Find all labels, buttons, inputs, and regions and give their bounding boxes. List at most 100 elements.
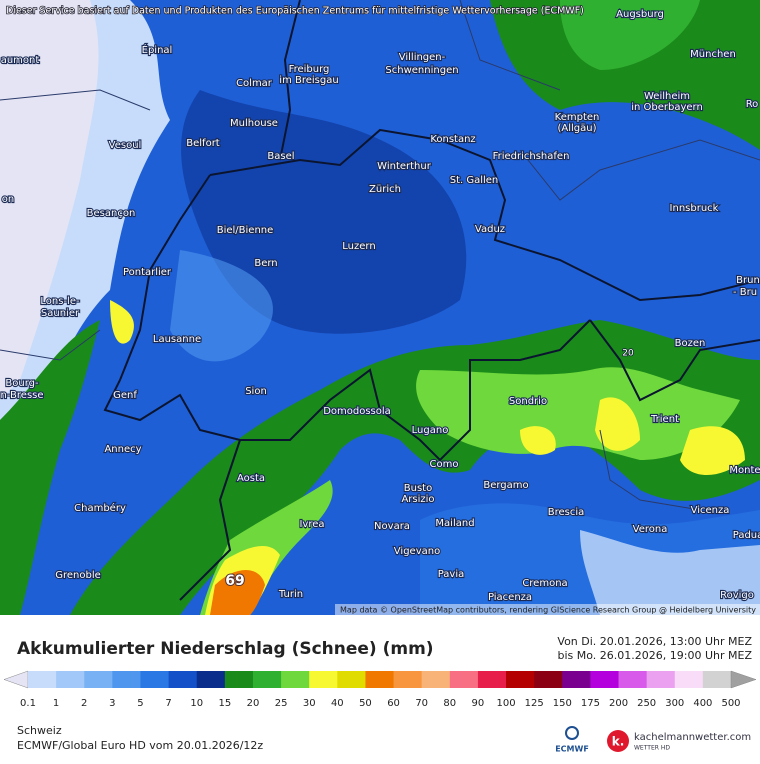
city-label: St. Gallen <box>450 175 499 186</box>
scale-label: 150 <box>553 698 572 709</box>
city-label: Colmar <box>236 78 273 89</box>
city-label: Lausanne <box>153 334 201 345</box>
scale-label: 15 <box>218 698 231 709</box>
attribution: Map data © OpenStreetMap contributors, r… <box>340 606 756 615</box>
city-label: Luzern <box>342 241 375 252</box>
city-label: Arsizio <box>401 494 434 505</box>
scale-label: 80 <box>443 698 456 709</box>
city-label: Vigevano <box>394 546 440 557</box>
region: Schweiz <box>17 724 62 737</box>
city-label: Brescia <box>548 507 585 518</box>
city-label: - Bru <box>733 287 757 298</box>
scale-swatch <box>506 671 535 688</box>
city-label: Chambéry <box>74 502 126 514</box>
city-label: Freiburg <box>289 64 330 75</box>
scale-label: 10 <box>190 698 203 709</box>
city-label: in Oberbayern <box>631 102 703 113</box>
city-label: Vicenza <box>691 505 730 516</box>
site-icon <box>607 730 629 752</box>
site-logo: kachelmannwetter.com <box>634 732 751 743</box>
scale-label: 50 <box>359 698 372 709</box>
city-label: Vesoul <box>109 140 142 151</box>
scale-label: 100 <box>496 698 515 709</box>
scale-swatch <box>449 671 479 688</box>
legend-title: Akkumulierter Niederschlag (Schnee) (mm) <box>17 639 434 659</box>
scale-label: 300 <box>665 698 684 709</box>
scale-swatch <box>534 671 563 688</box>
city-label: Villingen- <box>399 52 446 63</box>
scale-label: 500 <box>721 698 740 709</box>
city-label: Piacenza <box>488 592 532 603</box>
city-label: im Breisgau <box>279 75 338 86</box>
scale-label: 400 <box>693 698 712 709</box>
scale-swatch <box>112 671 141 688</box>
city-label: (Allgäu) <box>557 123 596 134</box>
scale-swatch <box>168 671 198 688</box>
city-label: Ivrea <box>299 519 324 530</box>
scale-label: 60 <box>387 698 400 709</box>
city-label: Mailand <box>435 518 474 529</box>
scale-label: 175 <box>581 698 600 709</box>
city-label: Sion <box>245 386 267 397</box>
city-label: Épinal <box>142 43 173 56</box>
city-label: Brun <box>736 275 760 286</box>
city-label: Cremona <box>522 578 567 589</box>
city-label: Verona <box>633 524 668 535</box>
city-label: on <box>2 194 14 205</box>
city-label: Konstanz <box>430 134 475 145</box>
city-label: Schwenningen <box>385 65 458 76</box>
city-label: Trient <box>650 414 679 425</box>
scale-swatch <box>224 671 254 688</box>
scale-label: 20 <box>247 698 260 709</box>
city-label: Como <box>430 459 459 470</box>
city-label: Besançon <box>87 208 136 219</box>
city-label: Novara <box>374 521 410 532</box>
scale-label: 5 <box>137 698 143 709</box>
city-label: Lugano <box>412 425 449 436</box>
scale-label: 70 <box>415 698 428 709</box>
city-label: Rovigo <box>720 590 754 601</box>
ecmwf-logo: ECMWF <box>555 745 589 754</box>
city-label: Genf <box>113 390 137 401</box>
scale-label: 25 <box>275 698 288 709</box>
city-label: Kempten <box>555 112 600 123</box>
scale-label: 7 <box>165 698 171 709</box>
ecmwf-icon <box>565 726 579 740</box>
city-label: Winterthur <box>377 161 432 172</box>
scale-label: 3 <box>109 698 115 709</box>
city-label: aumont <box>1 55 40 66</box>
city-label: Zürich <box>369 184 401 195</box>
scale-swatch <box>337 671 366 688</box>
city-label: Innsbruck <box>670 203 719 214</box>
scale-swatch <box>646 671 676 688</box>
scale-label: 2 <box>81 698 87 709</box>
scale-swatch <box>140 671 170 688</box>
scale-swatch <box>702 671 732 688</box>
scale-swatch <box>477 671 507 688</box>
city-label: Grenoble <box>55 570 101 581</box>
city-label: Belfort <box>186 138 220 149</box>
scale-swatch <box>393 671 423 688</box>
model-run: ECMWF/Global Euro HD vom 20.01.2026/12z <box>17 739 263 752</box>
scale-swatch <box>365 671 395 688</box>
map: Dieser Service basiert auf Daten und Pro… <box>0 0 760 615</box>
city-label: Bern <box>254 258 277 269</box>
scale-label: 1 <box>53 698 59 709</box>
scale-arrow <box>3 670 29 689</box>
city-label: n-Bresse <box>0 390 43 401</box>
city-label: Friedrichshafen <box>493 151 570 162</box>
city-label: Pavia <box>438 569 465 580</box>
scale-label: 40 <box>331 698 344 709</box>
period-from: Von Di. 20.01.2026, 13:00 Uhr MEZ <box>557 635 752 648</box>
city-label: Monte <box>729 465 760 476</box>
city-label: Lons-le- <box>40 296 80 307</box>
city-label: Bozen <box>675 338 706 349</box>
scale-label: 90 <box>472 698 485 709</box>
scale-swatch <box>28 671 57 688</box>
city-label: Bourg- <box>5 378 39 389</box>
legend-panel: Akkumulierter Niederschlag (Schnee) (mm)… <box>3 635 757 754</box>
scale-swatch <box>56 671 85 688</box>
scale-swatch <box>618 671 648 688</box>
city-label: Annecy <box>104 444 141 455</box>
